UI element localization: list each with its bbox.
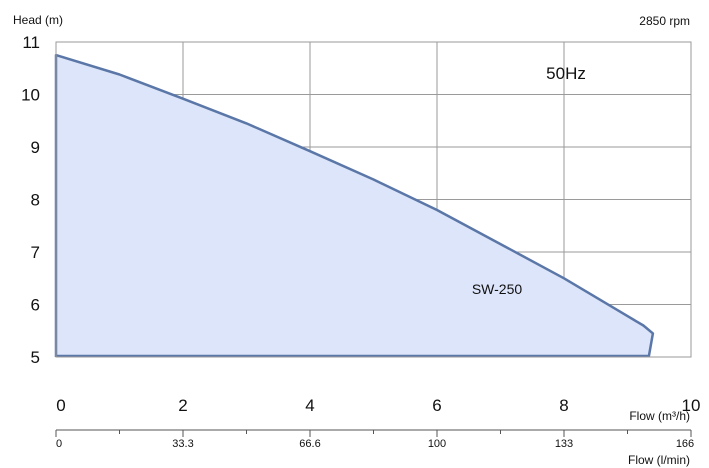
secondary-x-axis-title: Flow (l/min) bbox=[628, 453, 690, 467]
y-tick-label: 8 bbox=[31, 191, 40, 210]
secondary-x-tick-label: 33.3 bbox=[172, 438, 193, 450]
sw-250-curve bbox=[54, 53, 655, 358]
y-tick-label: 5 bbox=[31, 348, 40, 367]
plot-frame bbox=[55, 41, 692, 358]
secondary-x-tick-label: 100 bbox=[428, 438, 446, 450]
y-tick-labels: 5 6 7 8 9 10 11 bbox=[21, 33, 40, 367]
x-tick-label: 8 bbox=[559, 396, 568, 415]
y-tick-label: 10 bbox=[21, 86, 40, 105]
x-axis-title: Flow (m³/h) bbox=[629, 409, 690, 423]
secondary-x-ticks: 0 33.3 66.6 100 133 166 bbox=[55, 430, 694, 450]
series-label-sw-250: SW-250 bbox=[472, 281, 523, 297]
y-axis-title: Head (m) bbox=[13, 13, 63, 27]
x-tick-label: 0 bbox=[56, 396, 65, 415]
secondary-x-tick-label: 166 bbox=[676, 438, 694, 450]
y-tick-label: 6 bbox=[31, 296, 40, 315]
frequency-label: 50Hz bbox=[546, 64, 586, 83]
y-tick-label: 11 bbox=[22, 33, 40, 52]
sw-250-area bbox=[56, 55, 653, 357]
x-tick-label: 6 bbox=[432, 396, 441, 415]
x-tick-labels: 0 2 4 6 8 10 bbox=[56, 396, 700, 415]
secondary-x-tick-label: 66.6 bbox=[299, 438, 320, 450]
secondary-x-tick-label: 0 bbox=[56, 438, 62, 450]
rpm-label: 2850 rpm bbox=[639, 14, 690, 28]
y-tick-label: 7 bbox=[31, 243, 40, 262]
x-tick-label: 4 bbox=[305, 396, 314, 415]
x-tick-label: 2 bbox=[178, 396, 187, 415]
secondary-x-tick-label: 133 bbox=[555, 438, 573, 450]
y-tick-label: 9 bbox=[31, 138, 40, 157]
x-tick-label: 10 bbox=[682, 396, 701, 415]
